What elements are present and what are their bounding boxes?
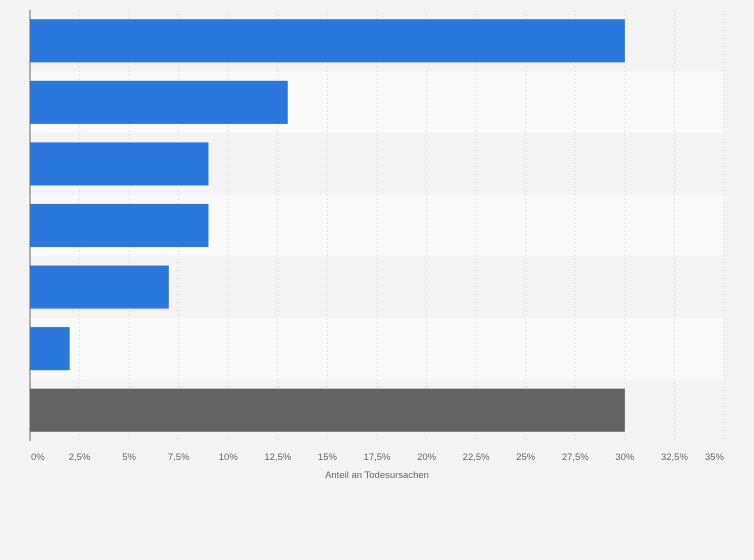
x-tick-label: 22,5% [463,452,490,463]
bar[interactable] [30,203,209,248]
x-tick-label: 27,5% [562,452,589,463]
x-tick-label: 35% [705,452,725,463]
x-tick-label: 12,5% [264,452,291,463]
bar[interactable] [30,80,288,124]
x-tick-label: 17,5% [364,452,391,463]
x-tick-label: 7,5% [168,452,190,463]
bar[interactable] [30,327,70,371]
x-tick-label: 32,5% [661,452,688,463]
x-tick-label: 2,5% [69,452,91,463]
x-tick-label: 5% [122,452,136,463]
bars [30,19,625,432]
x-tick-label: 25% [516,452,536,463]
x-tick-label: 10% [219,452,239,463]
x-tick-labels: 0% 2,5% 5% 7,5% 10% 12,5% 15% 17,5% 20% 22,5% 25% 2… [31,452,725,463]
bar[interactable] [30,142,209,186]
x-tick-label: 20% [417,452,437,463]
x-axis-title: Anteil an Todesursachen [325,470,429,481]
x-tick-label: 30% [615,452,635,463]
bar[interactable] [30,388,625,432]
x-tick-label: 0% [31,452,45,463]
bar[interactable] [30,19,625,63]
x-tick-label: 15% [318,452,338,463]
row-band [30,317,724,380]
bar[interactable] [30,265,169,309]
